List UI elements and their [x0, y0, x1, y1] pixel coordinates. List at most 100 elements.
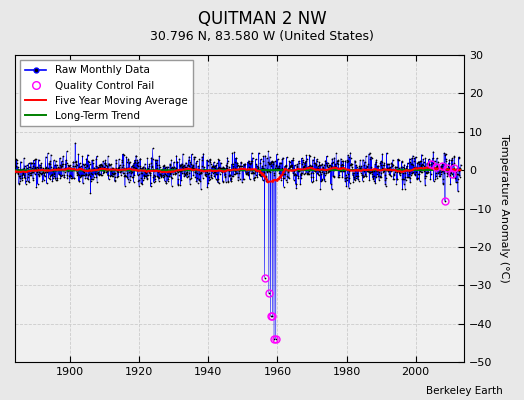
- Point: [103, 166, 111, 173]
- Point: [38, 170, 46, 176]
- Point: [138, 170, 147, 176]
- Point: [141, 170, 150, 177]
- Point: [39, 165, 47, 172]
- Point: [195, 177, 203, 184]
- Point: [401, 185, 409, 192]
- Point: [424, 156, 433, 162]
- Point: [209, 162, 217, 169]
- Point: [57, 164, 65, 170]
- Point: [163, 164, 172, 170]
- Point: [99, 170, 107, 176]
- Point: [238, 165, 247, 172]
- Point: [93, 153, 101, 160]
- Point: [105, 162, 114, 168]
- Point: [199, 175, 207, 181]
- Point: [269, 158, 278, 165]
- Point: [15, 175, 24, 181]
- Point: [49, 174, 57, 181]
- Point: [398, 176, 406, 182]
- Point: [377, 159, 386, 166]
- Point: [33, 167, 41, 173]
- Point: [301, 162, 309, 168]
- Point: [298, 164, 307, 170]
- Point: [189, 163, 197, 169]
- Point: [418, 169, 426, 176]
- Point: [205, 177, 213, 184]
- Point: [145, 163, 154, 169]
- Point: [341, 158, 350, 164]
- Point: [456, 174, 464, 180]
- Point: [95, 172, 103, 178]
- Point: [52, 177, 60, 183]
- Point: [25, 179, 34, 185]
- Point: [451, 167, 460, 174]
- Point: [159, 162, 167, 169]
- Point: [34, 181, 42, 187]
- Point: [367, 163, 376, 170]
- Point: [73, 162, 81, 168]
- Point: [60, 174, 68, 180]
- Point: [95, 162, 104, 168]
- Point: [102, 165, 110, 172]
- Point: [248, 155, 257, 161]
- Point: [75, 160, 84, 166]
- Point: [417, 162, 425, 168]
- Point: [396, 166, 405, 173]
- Point: [27, 170, 36, 176]
- Point: [212, 162, 220, 168]
- Point: [139, 164, 148, 170]
- Point: [37, 160, 46, 166]
- Point: [283, 168, 292, 175]
- Point: [425, 158, 434, 164]
- Point: [430, 164, 438, 170]
- Point: [20, 165, 28, 172]
- Point: [94, 171, 102, 177]
- Point: [126, 177, 134, 183]
- Point: [414, 164, 422, 171]
- Point: [300, 171, 308, 178]
- Point: [440, 150, 449, 156]
- Point: [154, 173, 162, 180]
- Point: [363, 168, 372, 174]
- Point: [433, 174, 442, 181]
- Point: [71, 163, 79, 169]
- Point: [63, 175, 72, 182]
- Point: [81, 174, 90, 181]
- Point: [154, 173, 162, 180]
- Point: [397, 158, 406, 165]
- Point: [215, 167, 224, 174]
- Point: [70, 163, 79, 170]
- Point: [196, 186, 205, 192]
- Point: [248, 157, 257, 164]
- Point: [137, 165, 146, 171]
- Point: [326, 167, 334, 173]
- Point: [95, 164, 104, 170]
- Point: [127, 163, 136, 170]
- Point: [392, 176, 401, 182]
- Point: [119, 170, 127, 176]
- Point: [96, 161, 105, 167]
- Point: [394, 156, 402, 162]
- Point: [66, 162, 74, 168]
- Point: [216, 171, 224, 177]
- Point: [180, 162, 189, 168]
- Point: [314, 172, 323, 178]
- Point: [88, 171, 96, 178]
- Point: [199, 150, 208, 157]
- Point: [185, 170, 193, 177]
- Point: [231, 165, 239, 171]
- Point: [163, 178, 172, 184]
- Point: [402, 167, 411, 174]
- Point: [319, 167, 327, 173]
- Point: [151, 156, 160, 163]
- Point: [212, 171, 221, 177]
- Point: [115, 164, 124, 170]
- Point: [27, 165, 36, 172]
- Point: [430, 158, 439, 164]
- Point: [236, 176, 244, 182]
- Point: [59, 166, 68, 173]
- Point: [23, 165, 31, 172]
- Point: [397, 164, 406, 170]
- Point: [372, 158, 380, 165]
- Point: [242, 170, 250, 176]
